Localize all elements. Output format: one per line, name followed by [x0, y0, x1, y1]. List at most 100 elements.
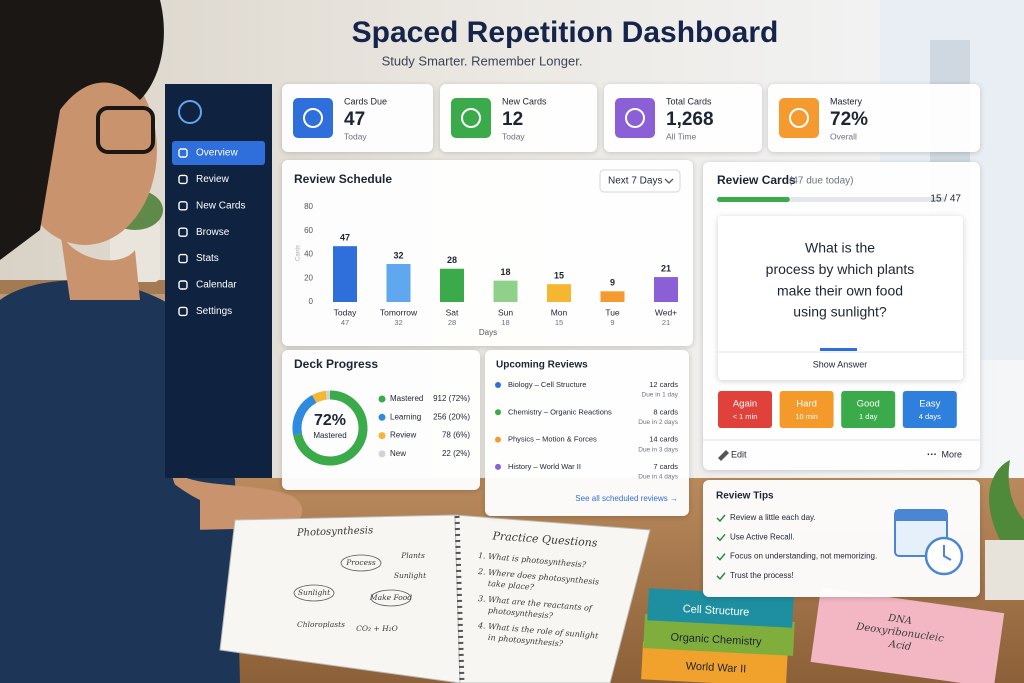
- rating-button[interactable]: [779, 391, 834, 428]
- flashcard-text: Acid: [887, 639, 912, 653]
- logo-icon: [178, 100, 202, 124]
- flashcard-text: DNA: [886, 613, 912, 627]
- x-tick-count: 9: [610, 318, 614, 327]
- due-count: (47 due today): [789, 176, 854, 187]
- stat-icon-glyph: [461, 108, 481, 128]
- question-line: process by which plants: [766, 261, 915, 277]
- rating-label: Good: [857, 399, 880, 410]
- review-deck-name[interactable]: Physics – Motion & Forces: [508, 435, 597, 444]
- calendar-illustration: [894, 509, 964, 576]
- range-dropdown[interactable]: [599, 169, 681, 193]
- nav-item[interactable]: Settings: [196, 306, 232, 317]
- y-axis-label: Cards: [296, 245, 302, 261]
- stat-value: 47: [344, 109, 365, 130]
- question-line: What is the: [805, 240, 875, 256]
- stat-label: Cards Due: [344, 96, 387, 106]
- x-tick-count: 28: [448, 318, 456, 327]
- bar-value-label: 47: [340, 233, 350, 243]
- x-tick-label: Sun: [498, 307, 513, 317]
- book-title: World War II: [685, 660, 746, 675]
- legend-value: 78 (6%): [442, 431, 470, 440]
- nav-item[interactable]: Stats: [196, 253, 219, 264]
- deck-progress-panel: Deck Progress 72% Mastered Mastered 912 (…: [282, 350, 480, 490]
- x-tick-count: 15: [555, 318, 563, 327]
- rating-interval: < 1 min: [733, 412, 758, 421]
- review-due: Due in 4 days: [638, 474, 678, 481]
- nav-item[interactable]: Overview: [196, 148, 238, 159]
- tip-item: Focus on understanding, not memorizing.: [730, 552, 877, 561]
- bar: [333, 246, 357, 302]
- nav-item[interactable]: New Cards: [196, 200, 245, 211]
- stat-value: 12: [502, 109, 523, 130]
- rating-label: Again: [733, 399, 757, 410]
- concept-node: CO₂ + H₂O: [356, 624, 398, 633]
- nav-item[interactable]: Calendar: [196, 280, 237, 291]
- concept-node: Sunlight: [394, 571, 427, 580]
- stat-icon: [779, 98, 819, 138]
- range-label: Next 7 Days: [608, 176, 662, 187]
- rating-button[interactable]: [841, 391, 896, 428]
- x-tick-count: 21: [662, 318, 670, 327]
- stat-icon-glyph: [303, 108, 323, 128]
- legend-label: Review: [390, 431, 416, 440]
- tip-check: [716, 514, 726, 523]
- rating-label: Easy: [919, 399, 940, 410]
- tip-item: Trust the process!: [730, 571, 794, 580]
- bar-value-label: 18: [500, 267, 510, 277]
- nav-item[interactable]: Browse: [196, 227, 230, 238]
- y-tick-label: 20: [304, 273, 313, 282]
- stat-icon-glyph: [789, 108, 809, 128]
- legend-swatch: [378, 450, 386, 458]
- edit-button[interactable]: Edit: [731, 449, 747, 459]
- stat-value: 72%: [830, 109, 868, 130]
- review-deck-name[interactable]: History – World War II: [508, 462, 581, 471]
- stat-value: 1,268: [666, 109, 714, 130]
- bar: [386, 264, 411, 302]
- question-text: take place?: [488, 579, 535, 592]
- panel-title: Review Schedule: [294, 172, 392, 186]
- y-tick-label: 80: [304, 202, 313, 211]
- bar: [600, 291, 625, 302]
- legend-swatch: [378, 413, 386, 421]
- legend-value: 256 (20%): [433, 412, 470, 421]
- rating-button[interactable]: [718, 391, 772, 428]
- legend-value: 22 (2%): [442, 449, 470, 458]
- see-all-link[interactable]: See all scheduled reviews →: [575, 494, 678, 503]
- donut-segment: [312, 390, 328, 404]
- tip-check: [716, 553, 726, 561]
- x-tick-label: Tue: [605, 307, 620, 317]
- rating-interval: 10 min: [795, 412, 818, 421]
- x-tick-label: Today: [334, 307, 357, 317]
- bar: [493, 280, 518, 302]
- x-tick-count: 18: [501, 318, 509, 327]
- x-tick-count: 32: [394, 318, 402, 327]
- rating-interval: 1 day: [859, 412, 878, 421]
- bar-value-label: 9: [610, 278, 615, 288]
- bar-value-label: 28: [447, 255, 457, 265]
- upcoming-reviews-panel: Upcoming Reviews See all scheduled revie…: [485, 350, 689, 516]
- review-deck-name[interactable]: Chemistry – Organic Reactions: [508, 407, 612, 416]
- book-title: Organic Chemistry: [670, 632, 762, 649]
- legend-label: Mastered: [390, 394, 423, 403]
- more-button[interactable]: More: [941, 449, 962, 459]
- nav-icon: [178, 253, 188, 264]
- nav-icon: [178, 280, 188, 290]
- book-title: Cell Structure: [682, 603, 749, 618]
- show-answer-button[interactable]: Show Answer: [813, 359, 868, 369]
- nav-item[interactable]: Review: [196, 174, 230, 185]
- stat-label: Mastery: [830, 96, 863, 106]
- x-tick-label: Wed+: [655, 307, 677, 317]
- x-tick-label: Tomorrow: [380, 307, 418, 317]
- nav-icon: [178, 148, 188, 158]
- rating-button[interactable]: [902, 391, 957, 428]
- tip-item: Review a little each day.: [730, 513, 816, 522]
- review-deck-name[interactable]: Biology – Cell Structure: [508, 380, 586, 389]
- concept-node: Plants: [400, 551, 425, 560]
- stat-icon: [293, 98, 333, 138]
- concept-node: Process: [345, 558, 376, 567]
- stat-card: [768, 84, 980, 152]
- panel-title: Upcoming Reviews: [496, 360, 588, 371]
- y-tick-label: 0: [309, 297, 314, 306]
